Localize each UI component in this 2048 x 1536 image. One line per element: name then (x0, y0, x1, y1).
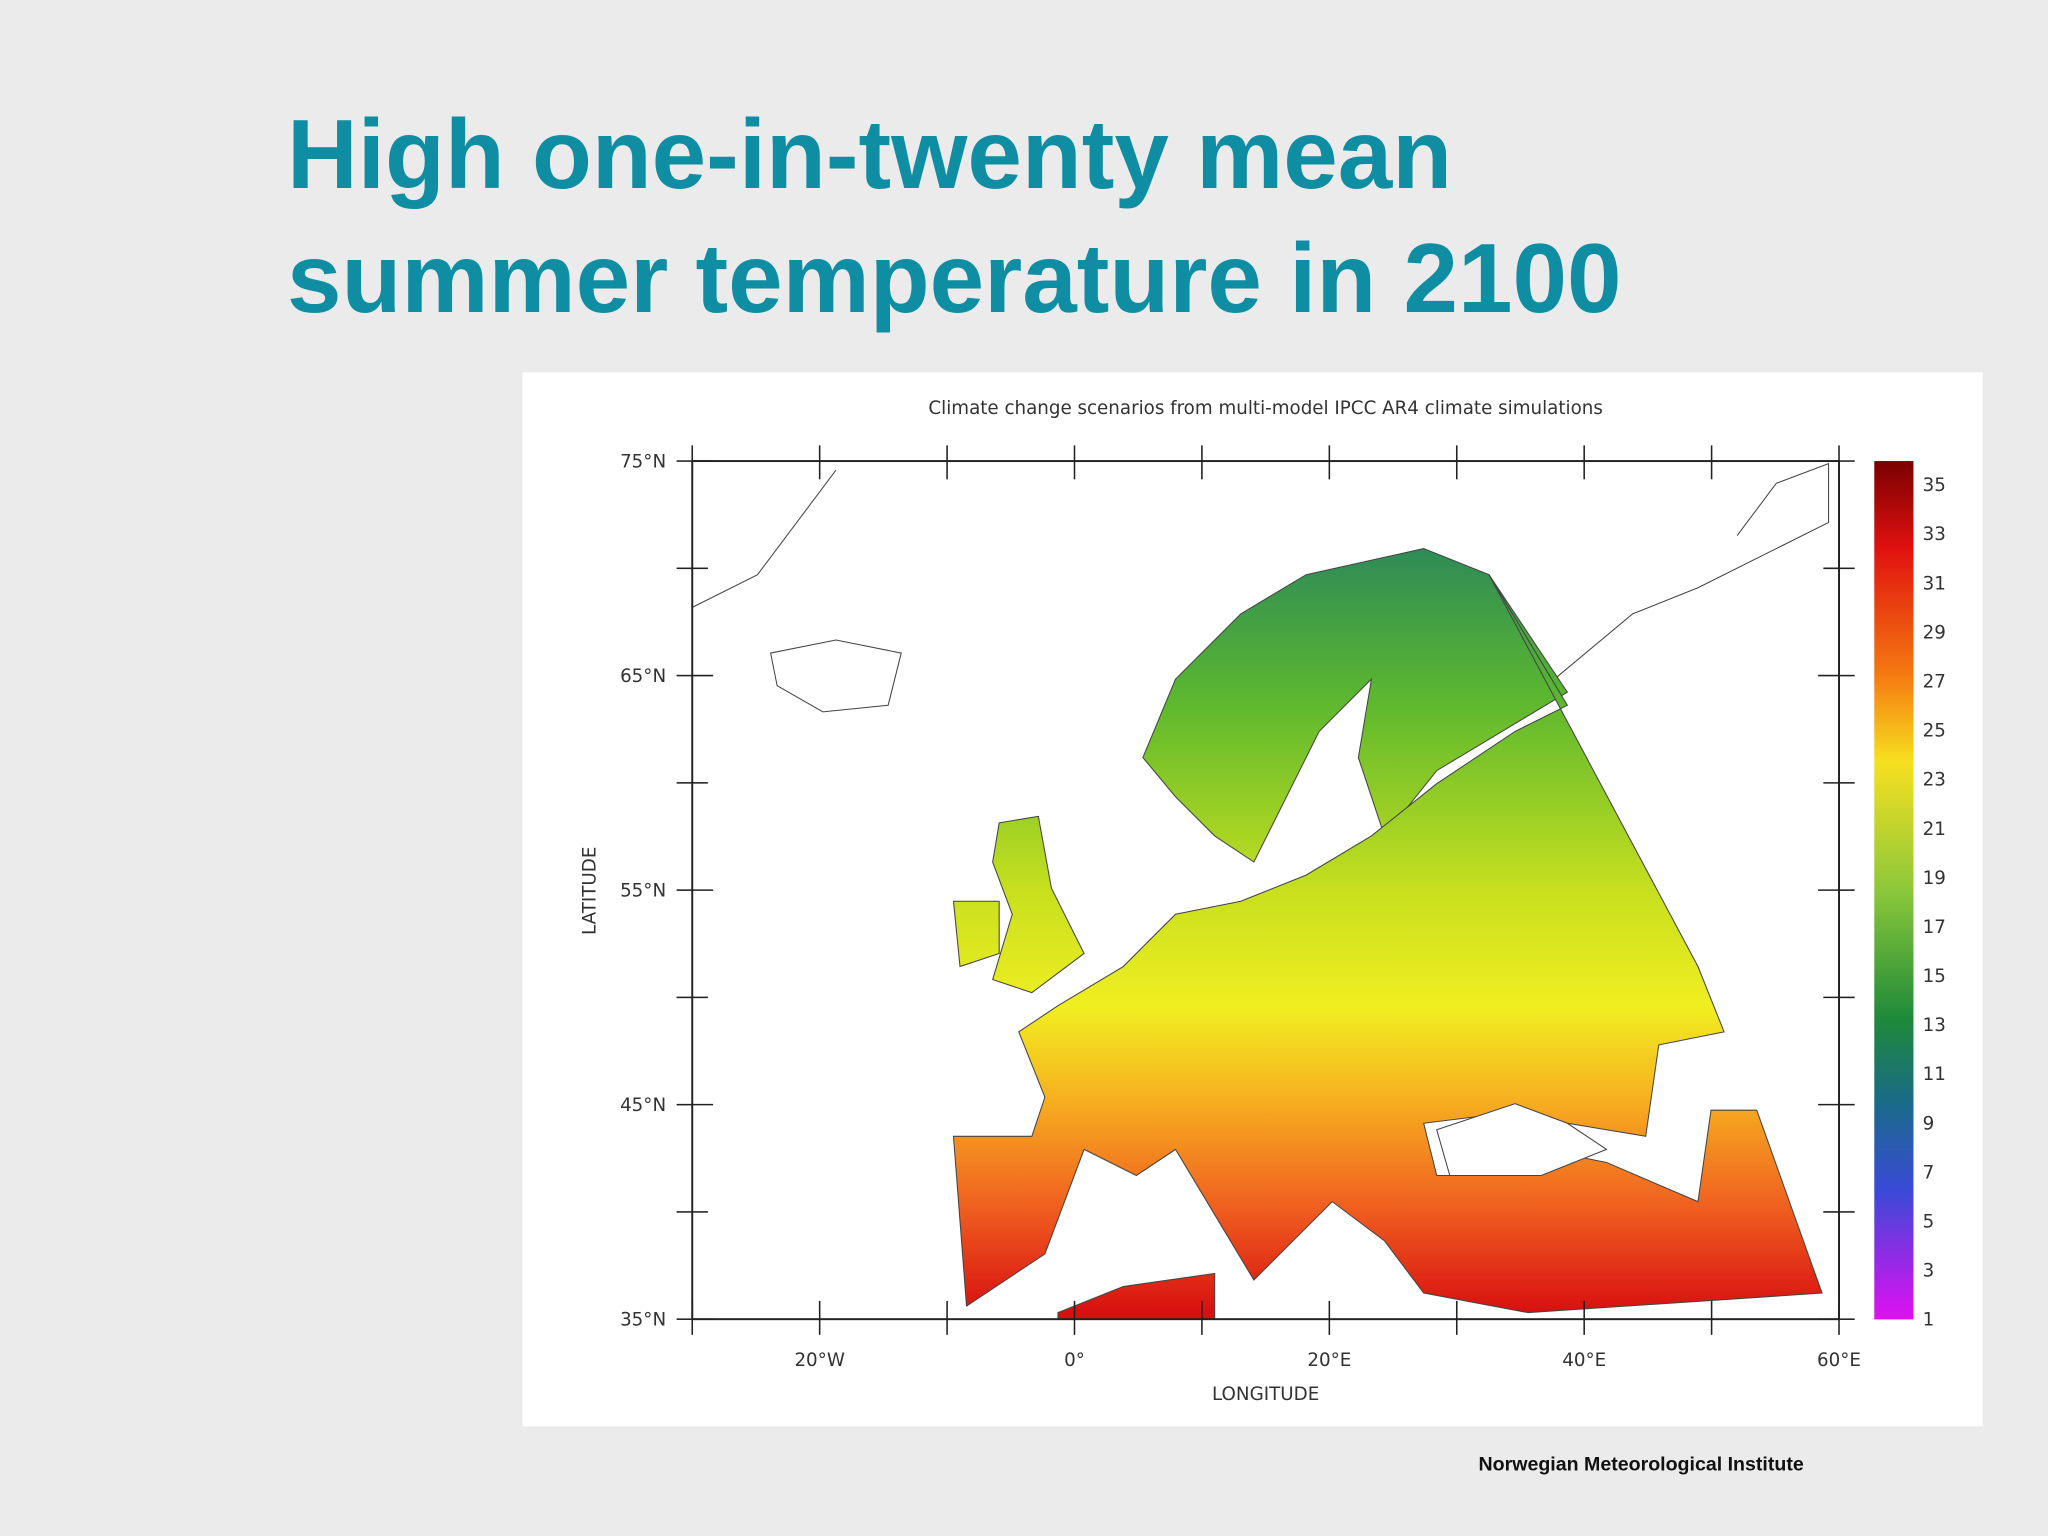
lon-tick-label: 0° (1064, 1350, 1085, 1371)
iceland-outline (769, 639, 902, 713)
colorbar-label: 7 (1923, 1162, 1935, 1183)
colorbar (1874, 461, 1914, 1320)
x-axis-label: LONGITUDE (1212, 1384, 1319, 1405)
ireland (952, 900, 1000, 968)
colorbar-label: 11 (1923, 1064, 1946, 1085)
great-britain (992, 815, 1085, 994)
greenland-outline (692, 469, 837, 608)
arctic-outline (1553, 462, 1830, 680)
lon-tick-label: 40°E (1562, 1350, 1606, 1371)
colorbar-label: 21 (1923, 819, 1946, 840)
lon-tick-label: 20°W (794, 1350, 844, 1371)
colorbar-label: 13 (1923, 1015, 1946, 1036)
mainland-europe (952, 574, 1823, 1314)
y-axis-label: LATITUDE (580, 847, 601, 935)
colorbar-label: 3 (1923, 1261, 1935, 1282)
map (692, 462, 1830, 1320)
slide-title: High one-in-twenty mean summer temperatu… (287, 99, 1622, 333)
colorbar-label: 5 (1923, 1212, 1935, 1233)
colorbar-label: 1 (1923, 1310, 1935, 1331)
black-sea (1436, 1103, 1608, 1177)
colorbar-label: 9 (1923, 1113, 1935, 1134)
colorbar-label: 33 (1923, 524, 1946, 545)
lat-tick-label: 35°N (620, 1310, 666, 1331)
lat-tick-label: 75°N (620, 452, 666, 473)
colorbar-label: 19 (1923, 868, 1946, 889)
colorbar-label: 17 (1923, 917, 1946, 938)
lat-tick-label: 45°N (620, 1095, 666, 1116)
colorbar-label: 29 (1923, 622, 1946, 643)
colorbar-label: 25 (1923, 721, 1946, 742)
colorbar-label: 15 (1923, 966, 1946, 987)
scandinavia (1142, 548, 1569, 863)
lon-tick-label: 60°E (1817, 1350, 1861, 1371)
colorbar-label: 23 (1923, 770, 1946, 791)
colorbar-label: 27 (1923, 671, 1946, 692)
figure-subtitle: Climate change scenarios from multi-mode… (928, 398, 1602, 419)
colorbar-label: 35 (1923, 475, 1946, 496)
footer-credit: Norwegian Meteorological Institute (1479, 1454, 1804, 1476)
north-africa (1057, 1272, 1216, 1320)
lon-tick-label: 20°E (1307, 1350, 1351, 1371)
colorbar-label: 31 (1923, 573, 1946, 594)
lat-tick-label: 65°N (620, 666, 666, 687)
lat-tick-label: 55°N (620, 881, 666, 902)
